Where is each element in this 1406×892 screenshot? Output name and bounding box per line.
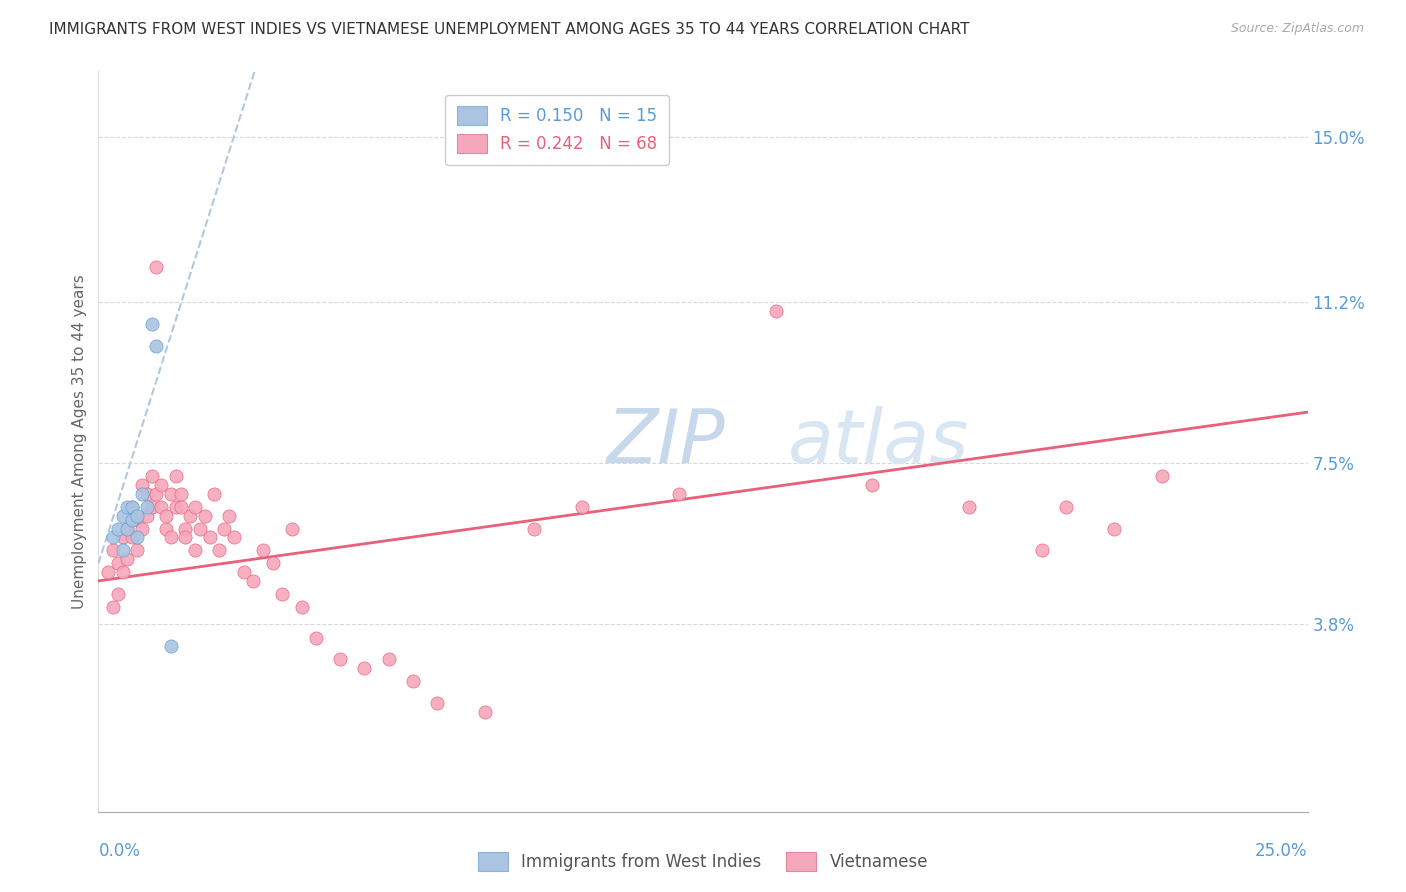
Point	[262, 557, 284, 571]
Point	[131, 487, 153, 501]
Point	[668, 487, 690, 501]
Point	[281, 522, 304, 536]
Point	[290, 600, 312, 615]
Point	[194, 508, 217, 523]
Point	[131, 522, 153, 536]
Text: IMMIGRANTS FROM WEST INDIES VS VIETNAMESE UNEMPLOYMENT AMONG AGES 35 TO 44 YEARS: IMMIGRANTS FROM WEST INDIES VS VIETNAMES…	[49, 22, 970, 37]
Point	[1054, 500, 1077, 514]
Point	[127, 543, 149, 558]
Point	[160, 530, 183, 544]
Point	[135, 500, 157, 514]
Point	[111, 543, 134, 558]
Point	[121, 500, 143, 514]
Point	[165, 500, 187, 514]
Point	[121, 513, 143, 527]
Text: atlas: atlas	[787, 406, 969, 477]
Point	[765, 304, 787, 318]
Point	[353, 661, 375, 675]
Point	[179, 508, 201, 523]
Point	[208, 543, 231, 558]
Point	[150, 478, 173, 492]
Point	[111, 565, 134, 579]
Point	[169, 487, 191, 501]
Point	[121, 500, 143, 514]
Point	[107, 557, 129, 571]
Point	[329, 652, 352, 666]
Point	[160, 639, 183, 653]
Point	[127, 508, 149, 523]
Point	[571, 500, 593, 514]
Point	[117, 500, 139, 514]
Point	[1102, 522, 1125, 536]
Point	[145, 260, 167, 275]
Point	[426, 696, 449, 710]
Point	[145, 487, 167, 501]
Point	[222, 530, 245, 544]
Point	[117, 522, 139, 536]
Point	[174, 530, 197, 544]
Point	[101, 600, 124, 615]
Point	[174, 522, 197, 536]
Point	[305, 631, 328, 645]
Point	[271, 587, 294, 601]
Point	[141, 500, 163, 514]
Point	[212, 522, 235, 536]
Point	[107, 587, 129, 601]
Point	[169, 500, 191, 514]
Point	[860, 478, 883, 492]
Point	[127, 513, 149, 527]
Point	[242, 574, 264, 588]
Point	[101, 530, 124, 544]
Point	[135, 508, 157, 523]
Point	[474, 705, 496, 719]
Point	[135, 487, 157, 501]
Point	[204, 487, 226, 501]
Legend: R = 0.150   N = 15, R = 0.242   N = 68: R = 0.150 N = 15, R = 0.242 N = 68	[446, 95, 669, 165]
Point	[402, 674, 425, 689]
Point	[155, 522, 177, 536]
Point	[523, 522, 546, 536]
Point	[165, 469, 187, 483]
Point	[141, 469, 163, 483]
Point	[101, 543, 124, 558]
Point	[131, 478, 153, 492]
Point	[145, 339, 167, 353]
Point	[117, 552, 139, 566]
Point	[377, 652, 399, 666]
Point	[184, 543, 207, 558]
Point	[111, 530, 134, 544]
Point	[155, 508, 177, 523]
Point	[111, 508, 134, 523]
Y-axis label: Unemployment Among Ages 35 to 44 years: Unemployment Among Ages 35 to 44 years	[72, 274, 87, 609]
Point	[218, 508, 240, 523]
Point	[232, 565, 254, 579]
Text: 0.0%: 0.0%	[98, 842, 141, 860]
Point	[150, 500, 173, 514]
Point	[107, 522, 129, 536]
Text: Source: ZipAtlas.com: Source: ZipAtlas.com	[1230, 22, 1364, 36]
Point	[127, 530, 149, 544]
Point	[188, 522, 211, 536]
Point	[198, 530, 221, 544]
Point	[184, 500, 207, 514]
Point	[252, 543, 274, 558]
Point	[141, 317, 163, 331]
Point	[957, 500, 980, 514]
Point	[1031, 543, 1053, 558]
Legend: Immigrants from West Indies, Vietnamese: Immigrants from West Indies, Vietnamese	[470, 843, 936, 880]
Text: 25.0%: 25.0%	[1256, 842, 1308, 860]
Text: ZIP: ZIP	[606, 406, 725, 477]
Point	[160, 487, 183, 501]
Point	[1152, 469, 1174, 483]
Point	[97, 565, 120, 579]
Point	[117, 522, 139, 536]
Point	[121, 530, 143, 544]
